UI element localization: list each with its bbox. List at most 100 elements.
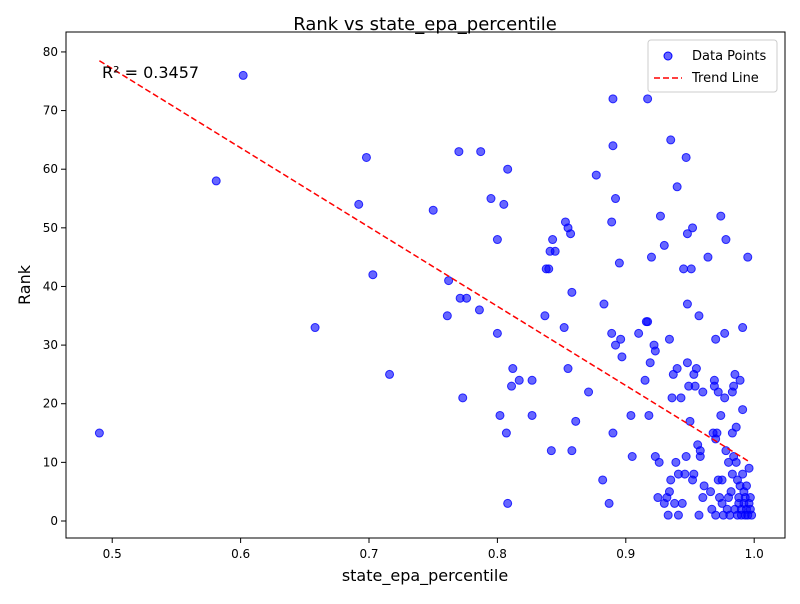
legend-label: Data Points bbox=[692, 49, 766, 64]
data-point bbox=[672, 182, 682, 192]
data-point bbox=[608, 428, 618, 438]
data-point bbox=[663, 510, 673, 520]
y-tick-label: 40 bbox=[43, 279, 58, 293]
data-point bbox=[682, 358, 692, 368]
data-point bbox=[611, 194, 621, 204]
data-point bbox=[527, 410, 537, 420]
y-tick-label: 50 bbox=[43, 221, 58, 235]
data-point bbox=[735, 375, 745, 385]
data-point bbox=[607, 217, 617, 227]
x-tick-label: 0.9 bbox=[616, 547, 635, 561]
data-point bbox=[653, 493, 663, 503]
legend-label: Trend Line bbox=[691, 71, 759, 86]
data-point bbox=[617, 352, 627, 362]
y-tick-label: 80 bbox=[43, 45, 58, 59]
data-point bbox=[591, 170, 601, 180]
data-point bbox=[679, 264, 689, 274]
data-point bbox=[711, 334, 721, 344]
data-point bbox=[716, 211, 726, 221]
y-tick-label: 60 bbox=[43, 162, 58, 176]
data-point bbox=[548, 235, 558, 245]
data-point bbox=[716, 410, 726, 420]
data-point bbox=[666, 135, 676, 145]
data-point bbox=[507, 381, 517, 391]
data-point bbox=[703, 252, 713, 262]
data-point bbox=[664, 487, 674, 497]
data-point bbox=[458, 393, 468, 403]
data-point bbox=[514, 375, 524, 385]
data-point bbox=[698, 493, 708, 503]
data-point bbox=[385, 369, 395, 379]
data-point bbox=[721, 235, 731, 245]
data-point bbox=[659, 240, 669, 250]
data-point bbox=[607, 328, 617, 338]
data-point bbox=[699, 481, 709, 491]
data-point bbox=[503, 164, 513, 174]
x-tick-label: 0.6 bbox=[231, 547, 250, 561]
data-point bbox=[655, 211, 665, 221]
data-point bbox=[644, 410, 654, 420]
data-point bbox=[695, 446, 705, 456]
data-point bbox=[717, 475, 727, 485]
data-point bbox=[608, 141, 618, 151]
data-point bbox=[598, 475, 608, 485]
data-point bbox=[681, 452, 691, 462]
data-point bbox=[567, 287, 577, 297]
data-point bbox=[238, 70, 248, 80]
data-point bbox=[486, 194, 496, 204]
data-point bbox=[540, 311, 550, 321]
data-point bbox=[744, 463, 754, 473]
data-point bbox=[474, 305, 484, 315]
data-point bbox=[650, 346, 660, 356]
data-point bbox=[673, 510, 683, 520]
data-point bbox=[666, 475, 676, 485]
data-point bbox=[634, 328, 644, 338]
data-point bbox=[546, 446, 556, 456]
data-point bbox=[706, 487, 716, 497]
data-point bbox=[643, 94, 653, 104]
y-tick-label: 30 bbox=[43, 338, 58, 352]
y-tick-label: 10 bbox=[43, 455, 58, 469]
data-point bbox=[690, 381, 700, 391]
chart-title: Rank vs state_epa_percentile bbox=[293, 14, 557, 35]
data-point bbox=[501, 428, 511, 438]
data-point bbox=[508, 364, 518, 374]
data-point bbox=[680, 469, 690, 479]
data-point bbox=[741, 481, 751, 491]
legend-marker bbox=[663, 51, 673, 61]
y-tick-label: 70 bbox=[43, 104, 58, 118]
data-point bbox=[712, 428, 722, 438]
data-point bbox=[559, 323, 569, 333]
data-point bbox=[627, 452, 637, 462]
data-point bbox=[604, 498, 614, 508]
data-point bbox=[689, 469, 699, 479]
data-point bbox=[563, 364, 573, 374]
data-point bbox=[495, 410, 505, 420]
data-point bbox=[677, 498, 687, 508]
data-point bbox=[599, 299, 609, 309]
data-point bbox=[667, 393, 677, 403]
data-point bbox=[503, 498, 513, 508]
data-point bbox=[688, 223, 698, 233]
data-point bbox=[428, 205, 438, 215]
data-point bbox=[672, 364, 682, 374]
x-axis-label: state_epa_percentile bbox=[342, 566, 508, 586]
data-point bbox=[682, 229, 692, 239]
data-point bbox=[738, 469, 748, 479]
data-point bbox=[671, 457, 681, 467]
data-point bbox=[368, 270, 378, 280]
data-point bbox=[544, 264, 554, 274]
legend: Data Points Trend Line bbox=[647, 39, 778, 93]
data-point bbox=[654, 457, 664, 467]
data-point bbox=[731, 457, 741, 467]
data-point bbox=[571, 416, 581, 426]
data-point bbox=[640, 375, 650, 385]
data-point bbox=[211, 176, 221, 186]
data-point bbox=[721, 446, 731, 456]
data-point bbox=[698, 387, 708, 397]
data-point bbox=[462, 293, 472, 303]
data-point bbox=[643, 317, 653, 327]
data-point bbox=[476, 147, 486, 157]
data-point bbox=[711, 510, 721, 520]
